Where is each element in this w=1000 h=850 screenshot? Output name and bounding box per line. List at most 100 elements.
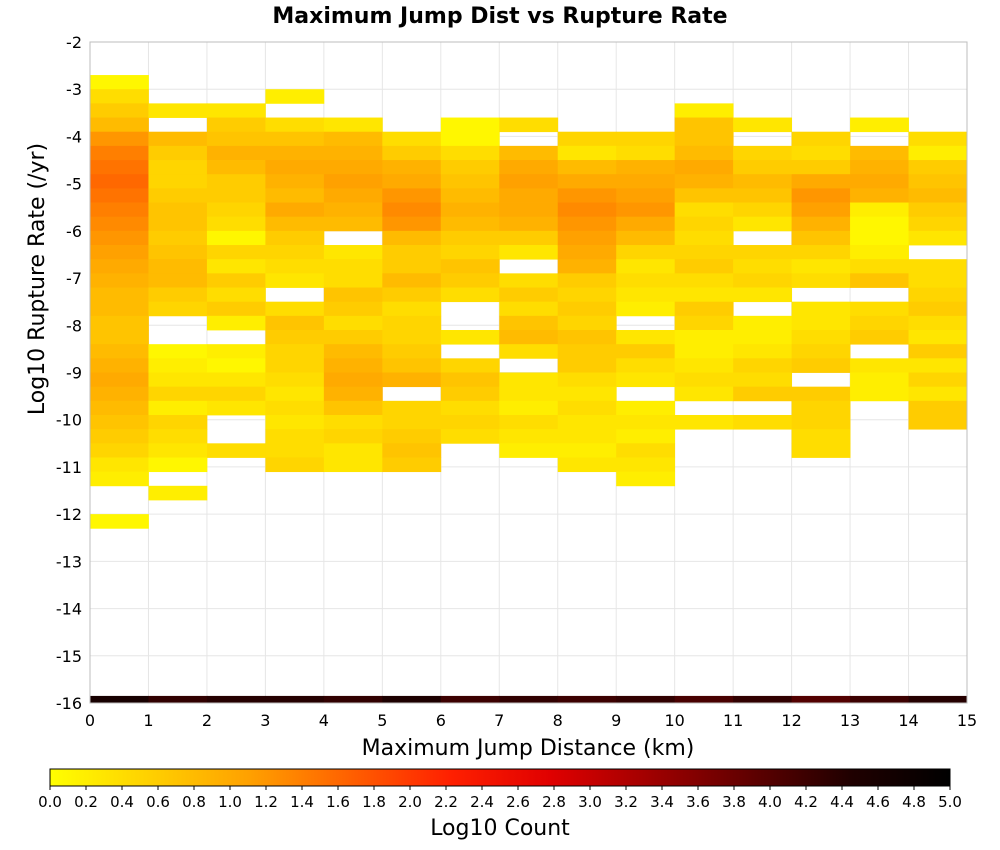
y-tick-label: -4 — [66, 127, 82, 146]
heatmap-cell — [265, 358, 325, 373]
heatmap-cell — [791, 230, 851, 246]
heatmap-cell — [557, 358, 617, 373]
heatmap-cell — [148, 457, 208, 473]
heatmap-cell — [674, 160, 734, 175]
heatmap-cell — [557, 259, 617, 274]
heatmap-cell — [616, 372, 676, 388]
heatmap-cell — [733, 386, 792, 402]
heatmap-cell — [323, 443, 383, 458]
heatmap-cell — [206, 287, 266, 303]
heatmap-cell — [148, 145, 208, 161]
y-tick-label: -7 — [66, 269, 82, 288]
heatmap-cell — [148, 443, 208, 458]
heatmap-cell — [557, 344, 617, 359]
heatmap-cell — [733, 273, 792, 288]
heatmap-cell — [674, 273, 734, 288]
heatmap-cell — [499, 202, 559, 218]
heatmap-cell — [791, 386, 851, 402]
heatmap-cell — [440, 188, 500, 203]
heatmap-cell — [674, 695, 734, 703]
heatmap-cell — [674, 245, 734, 260]
heatmap-cell — [90, 372, 149, 388]
heatmap-cell — [674, 344, 734, 359]
heatmap-cell — [382, 372, 442, 388]
heatmap-cell — [206, 145, 266, 161]
heatmap-cell — [674, 230, 734, 246]
heatmap-cell — [440, 216, 500, 232]
heatmap-cell — [382, 315, 442, 331]
heatmap-cell — [557, 131, 617, 147]
heatmap-cell — [265, 230, 325, 246]
heatmap-cell — [440, 429, 500, 444]
heatmap-cell — [850, 117, 909, 133]
heatmap-cell — [148, 358, 208, 373]
heatmap-cell — [616, 230, 676, 246]
heatmap-cell — [323, 344, 383, 359]
heatmap-cell — [382, 330, 442, 345]
heatmap-cell — [440, 230, 500, 246]
heatmap-cell — [265, 344, 325, 359]
heatmap-cell — [265, 174, 325, 189]
heatmap-cell — [850, 230, 909, 246]
heatmap-cell — [850, 301, 909, 317]
heatmap-cell — [674, 287, 734, 303]
heatmap-cell — [908, 259, 968, 274]
heatmap-cell — [557, 330, 617, 345]
heatmap-cell — [733, 259, 792, 274]
heatmap-cell — [850, 358, 909, 373]
heatmap-cell — [206, 315, 266, 331]
colorbar-tick-label: 1.6 — [326, 793, 350, 811]
heatmap-cell — [206, 344, 266, 359]
heatmap-cell — [674, 386, 734, 402]
y-axis-label: Log10 Rupture Rate (/yr) — [25, 143, 50, 415]
heatmap-cell — [616, 202, 676, 218]
heatmap-cell — [616, 695, 676, 703]
heatmap-cell — [674, 117, 734, 133]
heatmap-cell — [206, 160, 266, 175]
heatmap-cell — [791, 429, 851, 444]
heatmap-cell — [440, 287, 500, 303]
heatmap-cell — [557, 457, 617, 473]
heatmap-cell — [791, 245, 851, 260]
heatmap-cell — [323, 287, 383, 303]
heatmap-cell — [90, 457, 149, 473]
heatmap-cell — [791, 259, 851, 274]
heatmap-cell — [791, 315, 851, 331]
heatmap-cell — [382, 695, 442, 703]
heatmap-cell — [674, 131, 734, 147]
heatmap-cell — [674, 301, 734, 317]
heatmap-cell — [323, 259, 383, 274]
heatmap-cell — [440, 414, 500, 430]
colorbar-tick-label: 4.6 — [866, 793, 890, 811]
heatmap-cell — [323, 160, 383, 175]
heatmap-cell — [90, 202, 149, 218]
heatmap-cell — [616, 301, 676, 317]
heatmap-cell — [850, 145, 909, 161]
heatmap-cell — [557, 160, 617, 175]
heatmap-cell — [148, 202, 208, 218]
heatmap-cell — [850, 188, 909, 203]
colorbar-tick-label: 0.6 — [146, 793, 170, 811]
heatmap-cell — [674, 414, 734, 430]
heatmap-cell — [440, 131, 500, 147]
heatmap-cell — [90, 145, 149, 161]
heatmap-cell — [499, 315, 559, 331]
heatmap-cell — [148, 174, 208, 189]
heatmap-cell — [148, 188, 208, 203]
heatmap-cell — [148, 287, 208, 303]
colorbar-tick-labels: 0.0 0.2 0.4 0.6 0.8 1.0 1.2 1.4 1.6 1.8 2.0 2.2 2.4 2… — [38, 786, 962, 811]
heatmap-cell — [323, 301, 383, 317]
colorbar-tick-label: 4.2 — [794, 793, 818, 811]
heatmap-cell — [323, 131, 383, 147]
heatmap-cell — [791, 174, 851, 189]
x-tick-label: 10 — [664, 711, 684, 730]
heatmap-cell — [90, 245, 149, 260]
heatmap-cell — [323, 145, 383, 161]
heatmap-cell — [382, 344, 442, 359]
heatmap-cell — [733, 358, 792, 373]
heatmap-cell — [382, 443, 442, 458]
heatmap-cell — [791, 400, 851, 416]
heatmap-cell — [440, 202, 500, 218]
heatmap-cell — [908, 230, 968, 246]
